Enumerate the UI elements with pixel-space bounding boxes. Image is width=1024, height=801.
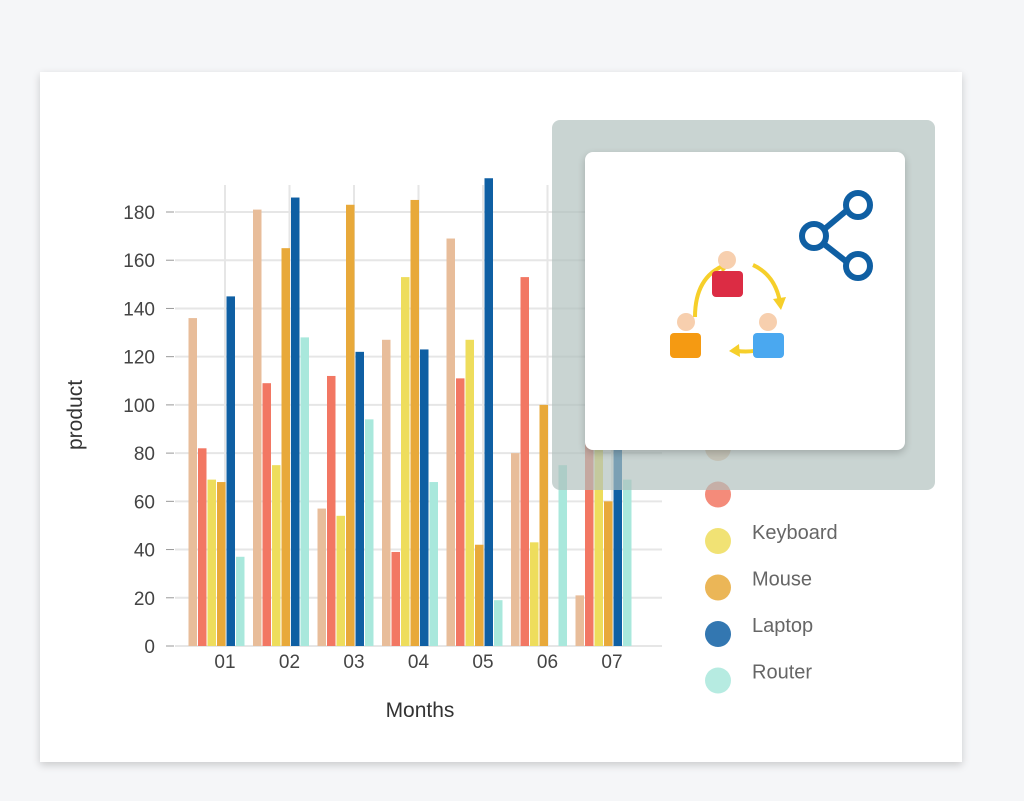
x-tick-label: 04 (408, 652, 430, 673)
bar (575, 595, 584, 646)
axes: 0 20 40 60 80 100 120 140 160 180 01 02 03 04 05 06 07 (123, 203, 622, 673)
x-tick-label: 05 (472, 652, 493, 673)
bar (623, 479, 632, 646)
bar (281, 248, 290, 646)
x-tick-label: 06 (537, 652, 558, 673)
bar (300, 337, 309, 646)
legend-swatch (705, 667, 731, 694)
bar (585, 441, 594, 646)
y-tick-label: 120 (123, 348, 155, 369)
bar (475, 544, 484, 646)
legend-label: Keyboard (752, 522, 838, 544)
bar (494, 600, 503, 646)
x-axis-title: Months (386, 699, 455, 722)
bar (236, 556, 245, 646)
y-tick-label: 160 (123, 251, 155, 272)
bar (511, 453, 520, 646)
y-tick-label: 0 (144, 637, 155, 658)
bar (336, 515, 345, 646)
bar (198, 448, 207, 646)
y-tick-label: 100 (123, 396, 155, 417)
bar (382, 339, 391, 646)
bar (207, 479, 216, 646)
y-axis-title: product (64, 380, 87, 450)
bar (188, 318, 197, 646)
bar (217, 482, 226, 646)
y-tick-label: 80 (134, 444, 155, 465)
bar (401, 277, 410, 646)
bar (456, 378, 465, 646)
y-tick-label: 20 (134, 589, 155, 610)
bar (226, 296, 235, 646)
legend-label: Router (752, 662, 812, 684)
x-tick-label: 01 (214, 652, 235, 673)
bar (520, 277, 529, 646)
bar (317, 508, 326, 646)
bar (327, 375, 336, 646)
share-icon[interactable] (799, 190, 873, 281)
legend-swatch (705, 528, 731, 554)
bar (262, 383, 271, 646)
y-tick-label: 40 (134, 541, 155, 562)
bar (346, 204, 355, 646)
bar (410, 199, 419, 646)
bar (291, 197, 300, 647)
bar (484, 178, 493, 646)
x-tick-label: 03 (343, 652, 364, 673)
teamwork-cycle-icon (670, 251, 786, 358)
bar (558, 465, 567, 646)
bar (420, 349, 429, 646)
bar (446, 238, 455, 646)
bar (465, 339, 474, 646)
bar (365, 419, 374, 646)
bar (355, 351, 364, 646)
share-overlay-card[interactable] (585, 152, 905, 450)
legend-label: Laptop (752, 615, 813, 637)
y-tick-label: 60 (134, 492, 155, 513)
legend-swatch (705, 574, 731, 601)
y-tick-label: 140 (123, 299, 155, 320)
legend-swatch (705, 621, 731, 647)
bar (539, 404, 548, 646)
bar (429, 482, 438, 646)
x-tick-label: 07 (601, 652, 622, 673)
legend-label: Mouse (752, 569, 812, 591)
bar (594, 448, 603, 646)
bar (391, 551, 400, 646)
y-tick-label: 180 (123, 203, 155, 224)
bar (604, 501, 613, 646)
bar (530, 542, 539, 646)
x-tick-label: 02 (279, 652, 300, 673)
bar (272, 465, 281, 646)
bars (188, 178, 632, 647)
bar (613, 448, 622, 646)
bar (253, 209, 262, 647)
